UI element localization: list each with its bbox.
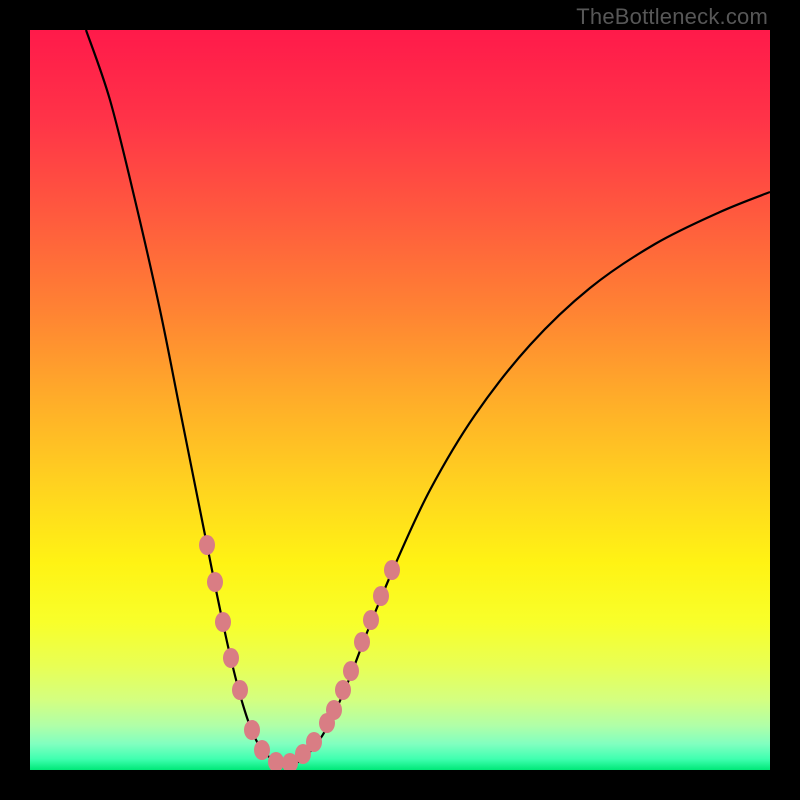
bottleneck-curve: [30, 30, 770, 770]
data-marker: [306, 732, 322, 752]
data-marker: [199, 535, 215, 555]
data-marker: [244, 720, 260, 740]
data-marker: [268, 752, 284, 770]
chart-frame: TheBottleneck.com: [0, 0, 800, 800]
data-marker: [373, 586, 389, 606]
data-marker: [326, 700, 342, 720]
data-marker: [363, 610, 379, 630]
plot-area: [30, 30, 770, 770]
watermark-text: TheBottleneck.com: [576, 4, 768, 30]
data-marker: [232, 680, 248, 700]
data-marker: [215, 612, 231, 632]
data-marker: [384, 560, 400, 580]
data-marker: [254, 740, 270, 760]
data-marker: [343, 661, 359, 681]
data-marker: [354, 632, 370, 652]
data-marker: [207, 572, 223, 592]
data-marker: [223, 648, 239, 668]
data-marker: [335, 680, 351, 700]
